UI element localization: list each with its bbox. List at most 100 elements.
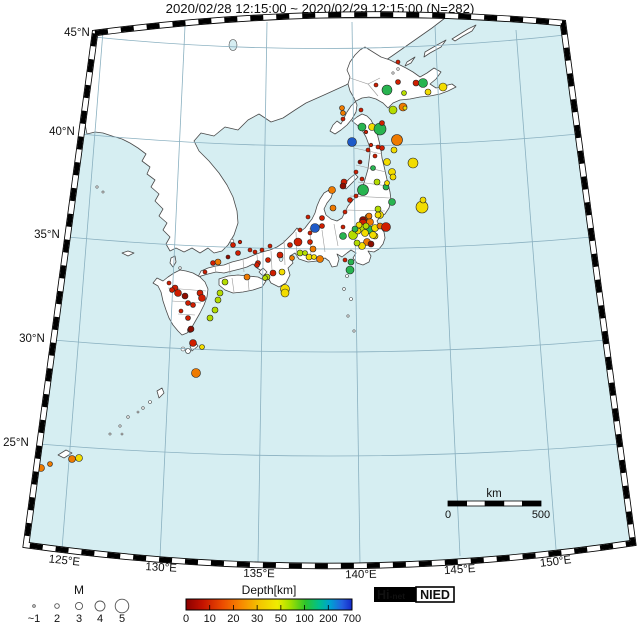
latitude-label: 25°N — [3, 437, 29, 449]
hinet-logo-box — [374, 587, 416, 602]
quake-marker — [185, 300, 191, 306]
quake-marker — [75, 454, 83, 462]
quake-marker — [296, 249, 304, 257]
quake-marker — [363, 129, 369, 135]
quake-marker — [185, 348, 191, 354]
quake-marker — [379, 145, 385, 151]
continent-korea-coast — [59, 17, 446, 254]
quake-marker — [438, 82, 448, 92]
quake-marker — [388, 198, 396, 206]
quake-marker — [187, 325, 195, 333]
quake-marker — [355, 221, 363, 229]
quake-marker — [297, 227, 303, 233]
quake-marker — [265, 257, 271, 263]
quake-marker — [342, 209, 348, 215]
latitude-label: 35°N — [34, 229, 60, 241]
quake-marker — [169, 287, 175, 293]
latitude-label: 45°N — [64, 27, 90, 39]
quake-marker — [395, 79, 401, 85]
map-frame — [22, 11, 637, 570]
magnitude-legend-value: 3 — [76, 613, 82, 625]
hinet-nied-logo: Hi-net NIED — [374, 586, 455, 603]
quake-marker — [365, 212, 373, 220]
quake-marker — [302, 250, 308, 256]
quake-marker — [278, 268, 286, 276]
quake-marker — [269, 269, 277, 277]
magnitude-legend-circle — [94, 600, 106, 612]
quake-marker — [174, 289, 182, 297]
quake-marker — [309, 245, 317, 253]
quake-marker — [407, 157, 419, 169]
quake-marker — [362, 222, 370, 230]
depth-tick-label: 200 — [319, 613, 337, 625]
quake-marker — [311, 254, 317, 260]
quake-marker — [181, 292, 189, 300]
quake-marker — [235, 250, 241, 256]
quake-marker — [328, 186, 336, 194]
quake-marker — [383, 158, 391, 166]
quake-marker — [199, 344, 205, 350]
parallel-35n — [66, 236, 593, 250]
scale-bar-end: 500 — [532, 509, 550, 521]
graticule — [38, 21, 621, 565]
magnitude-legend-value: ~1 — [28, 613, 41, 625]
quake-marker — [329, 204, 337, 212]
quake-marker — [305, 214, 311, 220]
quake-marker — [340, 110, 346, 116]
quake-marker — [225, 254, 231, 260]
scale-bar-start: 0 — [445, 509, 451, 521]
quake-marker — [374, 211, 382, 219]
quake-marker — [353, 193, 359, 199]
quake-marker — [339, 182, 347, 190]
quake-marker — [357, 184, 369, 196]
quake-marker — [216, 289, 224, 297]
quake-marker — [347, 137, 357, 147]
quake-marker — [373, 178, 381, 186]
quake-marker — [389, 173, 397, 181]
quake-marker — [375, 144, 381, 150]
quake-marker — [357, 122, 367, 132]
quake-marker — [254, 262, 260, 268]
quake-marker — [68, 455, 76, 463]
magnitude-legend-circle — [114, 598, 130, 614]
quake-marker — [347, 197, 353, 203]
quake-marker — [340, 116, 346, 122]
latitude-label: 30°N — [19, 333, 45, 345]
hokkaido — [329, 46, 457, 135]
quake-marker — [379, 120, 385, 126]
quake-marker — [367, 240, 375, 248]
meridian-140e — [351, 21, 361, 565]
quake-marker — [319, 215, 325, 221]
axis-labels: 45°N 40°N 35°N 30°N 25°N 125°E 130°E 135°E 140°E… — [3, 27, 572, 581]
quake-marker — [369, 231, 377, 239]
quake-marker — [259, 247, 265, 253]
quake-marker — [243, 273, 251, 281]
quake-marker — [342, 257, 348, 263]
depth-tick-label: 20 — [227, 613, 239, 625]
depth-tick-label: 700 — [343, 613, 361, 625]
quake-marker — [390, 146, 398, 154]
quake-marker — [358, 107, 364, 113]
scale-bar-unit: km — [486, 488, 501, 500]
quake-marker — [310, 223, 320, 233]
lake-khanka — [228, 39, 238, 51]
quake-marker — [419, 196, 427, 204]
quake-marker — [388, 105, 398, 115]
quake-marker — [365, 147, 371, 153]
quake-marker — [267, 243, 273, 249]
longitude-label: 125°E — [48, 553, 81, 568]
quake-marker — [262, 275, 268, 281]
hinet-logo-net: -net — [390, 591, 406, 601]
quake-marker — [412, 79, 420, 87]
quake-marker — [368, 142, 374, 148]
quake-marker — [316, 255, 324, 263]
depth-tick-label: 30 — [251, 613, 263, 625]
depth-tick-label: 0 — [183, 613, 189, 625]
parallel-30n — [52, 339, 607, 353]
nied-logo-text: NIED — [420, 588, 450, 602]
meridian-150e — [515, 29, 557, 550]
quake-marker — [351, 225, 359, 233]
quake-marker — [166, 280, 172, 286]
quake-marker — [347, 258, 355, 266]
